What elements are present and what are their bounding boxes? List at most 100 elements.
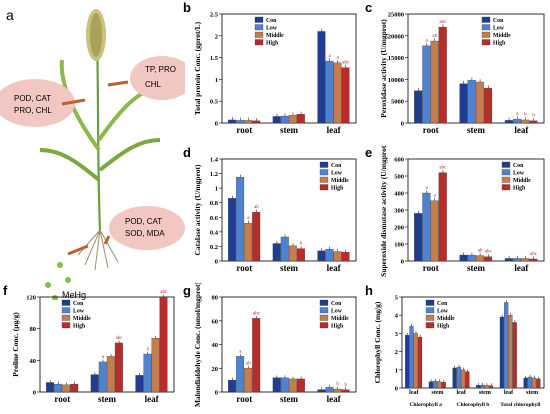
data-label: a [425, 186, 428, 191]
x-tick-label: leaf [457, 390, 467, 396]
y-tick-label: 60 [212, 318, 219, 325]
bar [513, 118, 522, 124]
bar [341, 252, 350, 262]
x-tick-label: stem [467, 125, 485, 135]
panel-letter-g: g [183, 283, 191, 298]
y-tick-label: 0.6 [210, 215, 219, 222]
bar [484, 385, 489, 389]
group-label: Chlorophyll a [409, 402, 442, 408]
y-tick-label: 80 [212, 295, 219, 302]
legend-swatch [61, 314, 71, 321]
panel-letter-h: h [365, 283, 373, 298]
legend-swatch [254, 39, 264, 46]
bar [417, 336, 423, 389]
chart-panel-h: h 0 1 2 3 4 5 Chlorophyll Conc. (mg/g) leaf stem l… [365, 283, 545, 408]
x-tick-label: root [54, 394, 70, 404]
y-tick-label: 0 [401, 121, 404, 128]
bar [441, 382, 446, 389]
svg-text:POD, CAT: POD, CAT [14, 94, 51, 103]
y-tick-label: 2 [215, 33, 218, 40]
y-tick-label: 10000 [388, 77, 404, 84]
bar [228, 198, 237, 262]
y-tick-label: 200 [394, 225, 404, 232]
bar [422, 45, 431, 124]
legend-label: Con [493, 18, 504, 24]
y-tick-label: 0 [401, 259, 404, 266]
x-tick-label: stem [280, 125, 298, 135]
chart-panel-g: g 0 20 40 60 80 Malondialdehyde Conc. (nmol/mg… [183, 283, 357, 407]
bar [341, 389, 350, 393]
data-label: a [337, 56, 340, 61]
bar [414, 213, 423, 262]
y-axis-label: Peroxidase activity (U/mgprot) [379, 19, 388, 118]
panel-letter-c: c [365, 0, 372, 15]
arrows [61, 80, 129, 256]
legend-label: Middle [437, 316, 455, 322]
legend-swatch [254, 24, 264, 31]
bar [296, 378, 305, 393]
y-axis-label: Total protein Conc. (gprot/L) [193, 21, 202, 115]
y-tick-label: 5 [395, 295, 399, 302]
bar [317, 250, 326, 262]
x-tick-label: stem [526, 390, 538, 396]
bar [422, 192, 431, 262]
bar [475, 81, 484, 124]
data-label: b [524, 113, 527, 118]
legend-swatch [254, 31, 264, 38]
x-tick-label: root [236, 125, 252, 135]
legend-label: Low [266, 26, 278, 32]
y-tick-label: 1.5 [210, 55, 219, 62]
bar [62, 384, 71, 393]
y-tick-label: 40 [212, 342, 219, 349]
y-tick-label: 0.8 [210, 200, 219, 207]
y-tick-label: 0.4 [210, 229, 219, 236]
bar [244, 222, 253, 262]
legend-label: High [437, 324, 450, 330]
legend-label: High [331, 324, 344, 330]
label-bubble-root: POD, CAT SOD, MDA [109, 206, 185, 250]
bar [438, 172, 447, 262]
legend-swatch [501, 169, 511, 176]
data-label: ab [478, 249, 483, 254]
bar [114, 342, 123, 393]
bar [476, 385, 481, 389]
bar [252, 212, 261, 262]
legend-label: Con [437, 301, 448, 307]
bar [433, 380, 438, 389]
legend-swatch [481, 39, 491, 46]
bar [296, 114, 305, 124]
data-label: b [532, 114, 535, 119]
legend-label: Con [266, 18, 277, 24]
svg-text:SOD, MDA: SOD, MDA [125, 229, 165, 238]
data-label: ab [254, 205, 259, 210]
legend-swatch [319, 307, 329, 314]
y-tick-label: 1 [215, 77, 218, 84]
x-tick-label: stem [467, 263, 485, 273]
data-label: abc [160, 290, 168, 295]
legend-swatch [481, 24, 491, 31]
y-axis-label: Malondialdehyde Conc. (nmol/mgprot) [193, 283, 202, 407]
panel-letter-d: d [183, 145, 191, 160]
legend-label: High [493, 41, 506, 47]
legend-swatch [501, 161, 511, 168]
bar [467, 254, 476, 262]
x-tick-label: leaf [327, 263, 342, 273]
bar [536, 378, 541, 389]
y-tick-label: 5000 [391, 99, 404, 106]
bar [459, 254, 468, 262]
legend-swatch [319, 169, 329, 176]
panel-letter-b: b [183, 0, 191, 15]
plant-stem-icon [39, 9, 161, 231]
y-axis-label: Proline Conc. (µg/g) [11, 312, 20, 377]
bar [532, 377, 537, 389]
x-tick-label: stem [98, 394, 116, 404]
y-tick-label: 20000 [388, 33, 404, 40]
data-label: a [239, 350, 242, 355]
y-tick-label: 1 [215, 186, 218, 193]
bar [484, 87, 493, 124]
bar [341, 67, 350, 124]
group-label: Total chlorophyll [500, 402, 541, 408]
chart-panel-b: b 0 0.5 1 1.5 2 2.5 Total protein Conc. (gprot/… [183, 0, 357, 135]
legend-swatch [319, 176, 329, 183]
bar [504, 258, 513, 262]
